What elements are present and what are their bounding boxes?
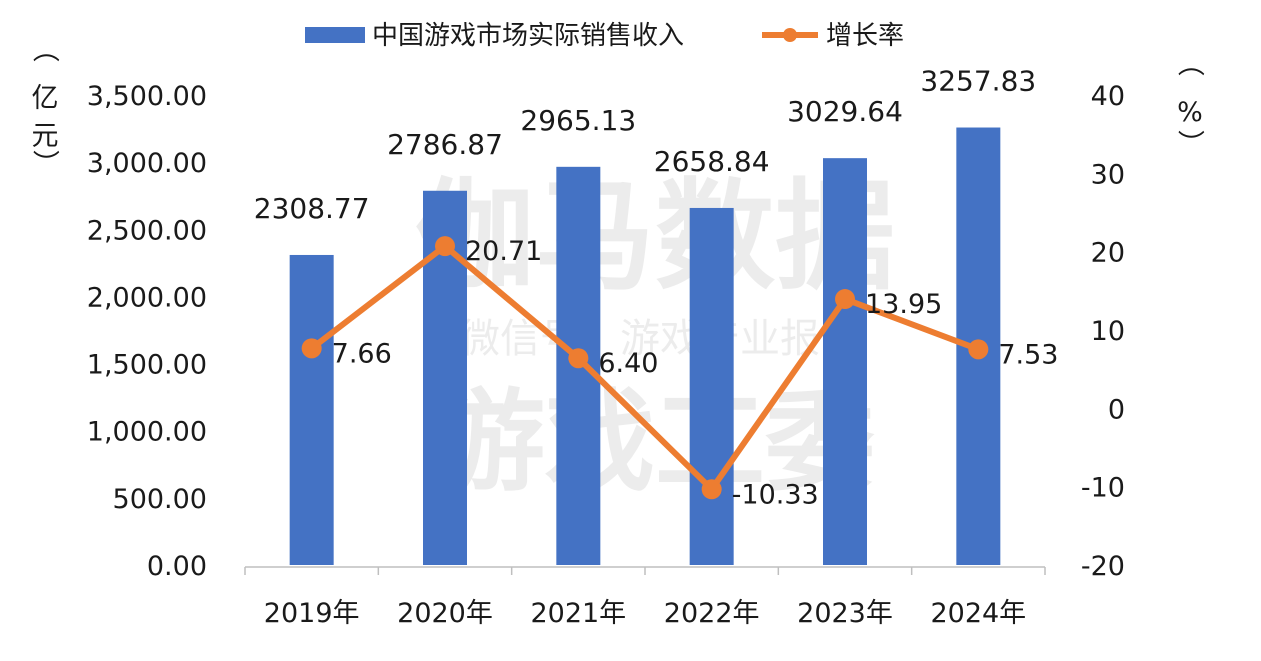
legend-swatch-marker: [783, 28, 797, 42]
right-tick-label: 10: [1091, 316, 1125, 347]
legend-swatch-bar: [305, 27, 365, 43]
left-tick-label: 0.00: [147, 551, 207, 582]
x-tick-label: 2022年: [664, 598, 760, 629]
x-tick-label: 2020年: [397, 598, 493, 629]
growth-value-label: 6.40: [598, 348, 658, 379]
left-unit-char: （: [29, 36, 60, 63]
growth-marker: [435, 236, 455, 257]
bar-value-label: 2965.13: [520, 104, 636, 137]
bar-value-label: 3029.64: [787, 95, 903, 128]
bar: [289, 254, 334, 566]
left-unit-char: 元: [32, 121, 59, 152]
right-axis-unit: （%）: [1174, 50, 1205, 157]
growth-value-label: 13.95: [865, 289, 942, 320]
legend: 中国游戏市场实际销售收入 增长率: [305, 21, 904, 51]
left-tick-label: 1,500.00: [87, 350, 207, 381]
line-labels: 7.66 20.71 6.40 -10.33 13.95 7.53: [332, 236, 1059, 510]
right-tick-label: 0: [1108, 394, 1125, 425]
left-unit-char: 亿: [32, 83, 59, 114]
watermark-line3: 游戏工委: [435, 378, 875, 506]
left-axis-unit: （ 亿元）: [29, 36, 60, 177]
growth-marker: [568, 348, 589, 369]
legend-label-line: 增长率: [826, 21, 904, 51]
left-tick-label: 1,000.00: [87, 417, 207, 448]
right-unit-char: ）: [1174, 130, 1205, 157]
left-tick-label: 500.00: [113, 484, 207, 515]
right-unit-char: （: [1174, 50, 1205, 77]
growth-line: [309, 243, 980, 493]
left-tick-label: 2,000.00: [87, 282, 207, 313]
bar-value-label: 2308.77: [254, 192, 370, 225]
growth-marker: [968, 339, 989, 360]
bar: [689, 207, 734, 566]
growth-value-label: 7.66: [332, 338, 392, 369]
growth-marker: [701, 479, 722, 500]
x-tick-label: 2023年: [797, 598, 893, 629]
watermark-line1: 伽马数据: [415, 168, 895, 307]
bar-value-label: 3257.83: [920, 65, 1036, 98]
watermark-line2: 微信号：游戏产业报告: [460, 316, 860, 362]
right-tick-label: -10: [1081, 473, 1125, 504]
bar: [823, 158, 867, 565]
growth-value-label: -10.33: [732, 479, 819, 510]
x-tick-label: 2024年: [930, 598, 1026, 629]
left-axis: 0.00 500.00 1,000.00 1,500.00 2,000.00 2,500.…: [87, 81, 207, 582]
left-tick-label: 3,500.00: [87, 81, 207, 112]
left-unit-char: ）: [29, 150, 60, 177]
left-tick-label: 2,500.00: [87, 215, 207, 246]
x-axis: 2019年 2020年 2021年 2022年 2023年 2024年: [244, 566, 1046, 629]
bar-labels: 2308.77 2786.87 2965.13 2658.84 3029.64 3257.…: [254, 65, 1036, 225]
line-series: [301, 236, 989, 500]
left-tick-label: 3,000.00: [87, 148, 207, 179]
x-tick-label: 2019年: [264, 598, 360, 629]
bar-value-label: 2658.84: [654, 145, 770, 178]
bar-value-label: 2786.87: [387, 128, 503, 161]
watermark: 伽马数据 微信号：游戏产业报告 游戏工委: [415, 168, 895, 506]
right-tick-label: -20: [1081, 551, 1125, 582]
growth-value-label: 20.71: [465, 236, 542, 267]
x-tick-label: 2021年: [530, 598, 626, 629]
legend-label-bar: 中国游戏市场实际销售收入: [372, 21, 684, 51]
right-tick-label: 40: [1091, 81, 1125, 112]
right-axis: -20 -10 0 10 20 30 40: [1081, 81, 1125, 582]
right-unit-char: %: [1177, 97, 1203, 128]
growth-value-label: 7.53: [998, 339, 1058, 370]
right-tick-label: 30: [1091, 159, 1125, 190]
growth-marker: [301, 338, 322, 359]
right-tick-label: 20: [1091, 238, 1125, 269]
growth-marker: [835, 289, 855, 310]
